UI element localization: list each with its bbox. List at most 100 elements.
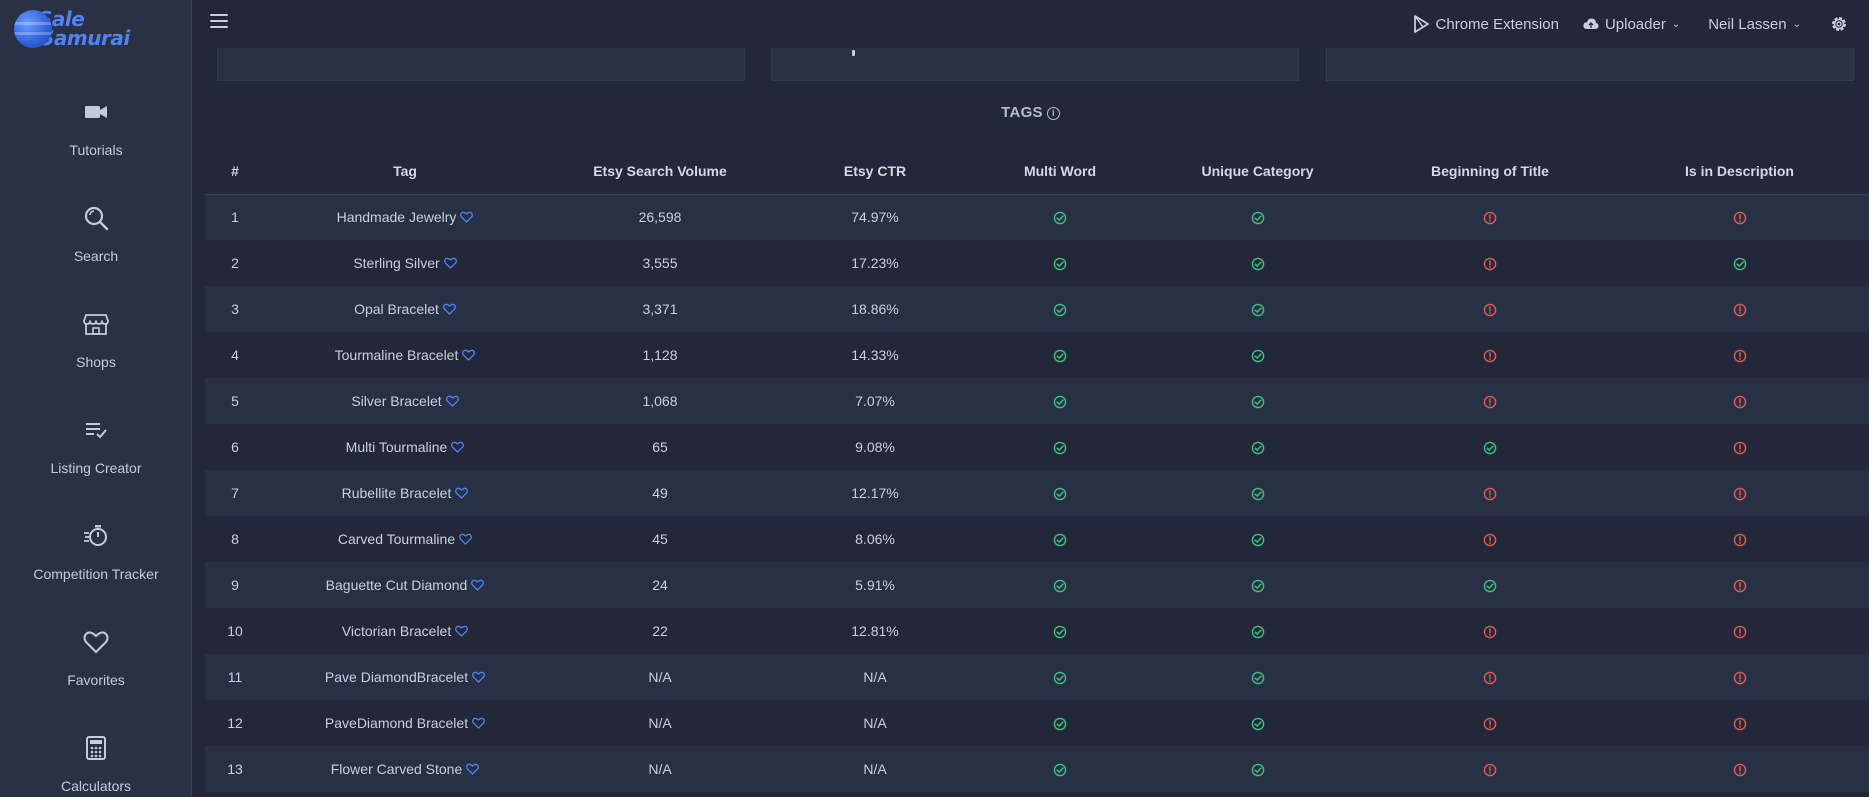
alert-circle-icon: [1483, 303, 1497, 317]
check-circle-icon: [1053, 579, 1067, 593]
favorite-heart-icon[interactable]: [443, 257, 457, 269]
tag-name[interactable]: Handmade Jewelry: [336, 209, 457, 226]
check-circle-icon: [1053, 441, 1067, 455]
tag-name[interactable]: Victorian Bracelet: [341, 623, 452, 639]
tag-cell: Multi Tourmaline: [265, 424, 545, 470]
table-row: 2 Sterling Silver 3,555 17.23%: [205, 240, 1869, 286]
beginning-of-title-cell: [1370, 654, 1610, 700]
column-header[interactable]: Beginning of Title: [1370, 148, 1610, 195]
tag-name[interactable]: Flower Carved Stone: [330, 761, 463, 777]
check-circle-icon: [1251, 533, 1264, 547]
column-header[interactable]: Unique Category: [1145, 148, 1370, 195]
row-number: 2: [205, 240, 265, 286]
check-circle-icon: [1053, 487, 1067, 501]
row-number: 13: [205, 746, 265, 792]
tag-name[interactable]: Silver Bracelet: [351, 393, 442, 409]
tag-name[interactable]: Baguette Cut Diamond: [325, 577, 468, 593]
multi-word-cell: [975, 194, 1145, 240]
favorite-heart-icon[interactable]: [472, 717, 486, 729]
favorite-heart-icon[interactable]: [466, 763, 480, 775]
search-volume-cell: 22: [545, 608, 775, 654]
check-circle-icon: [1053, 625, 1067, 639]
sidebar-item-search[interactable]: Search: [0, 196, 192, 302]
column-header[interactable]: Etsy Search Volume: [545, 148, 775, 195]
sidebar-item-favorites[interactable]: Favorites: [0, 620, 192, 726]
ctr-cell: 18.86%: [775, 286, 975, 332]
column-header[interactable]: Is in Description: [1610, 148, 1869, 195]
favorite-heart-icon[interactable]: [472, 671, 486, 683]
tag-name[interactable]: PaveDiamond Bracelet: [324, 715, 469, 731]
tag-name[interactable]: Pave DiamondBracelet: [324, 669, 469, 685]
settings-button[interactable]: [1829, 14, 1855, 34]
hamburger-menu-icon[interactable]: [210, 14, 228, 30]
favorite-heart-icon[interactable]: [445, 395, 459, 407]
favorite-heart-icon[interactable]: [455, 625, 469, 637]
tag-cell: Pave DiamondBracelet: [265, 654, 545, 700]
beginning-of-title-cell: [1370, 470, 1610, 516]
table-row: 8 Carved Tourmaline 45 8.06%: [205, 516, 1869, 562]
alert-circle-icon: [1733, 625, 1746, 639]
multi-word-cell: [975, 516, 1145, 562]
sale-samurai-logo[interactable]: Sale Samurai: [14, 5, 184, 53]
favorite-heart-icon[interactable]: [455, 487, 469, 499]
column-header[interactable]: Tag: [265, 148, 545, 195]
favorite-heart-icon[interactable]: [459, 533, 473, 545]
column-header[interactable]: #: [205, 148, 265, 195]
beginning-of-title-cell: [1370, 424, 1610, 470]
multi-word-cell: [975, 332, 1145, 378]
sidebar-item-listing-creator[interactable]: Listing Creator: [0, 408, 192, 514]
favorite-heart-icon[interactable]: [451, 441, 465, 453]
tag-name[interactable]: Rubellite Bracelet: [341, 485, 452, 501]
ctr-cell: 14.33%: [775, 332, 975, 378]
search-volume-cell: 1,128: [545, 332, 775, 378]
sidebar-item-competition-tracker[interactable]: Competition Tracker: [0, 514, 192, 620]
table-row: 10 Victorian Bracelet 22 12.81%: [205, 608, 1869, 654]
favorite-heart-icon[interactable]: [460, 211, 474, 223]
check-circle-icon: [1251, 487, 1264, 501]
tag-name[interactable]: Carved Tourmaline: [337, 531, 456, 547]
chrome-extension-link[interactable]: Chrome Extension: [1412, 15, 1559, 33]
alert-circle-icon: [1483, 625, 1497, 639]
search-volume-cell: 1,068: [545, 378, 775, 424]
summary-card: [771, 48, 1299, 81]
table-row: 1 Handmade Jewelry 26,598 74.97%: [205, 194, 1869, 240]
column-header[interactable]: Multi Word: [975, 148, 1145, 195]
multi-word-cell: [975, 286, 1145, 332]
unique-category-cell: [1145, 378, 1370, 424]
row-number: 5: [205, 378, 265, 424]
unique-category-cell: [1145, 424, 1370, 470]
uploader-dropdown[interactable]: Uploader ⌄: [1583, 16, 1680, 33]
tag-name[interactable]: Tourmaline Bracelet: [334, 347, 459, 363]
cloud-upload-icon: [1583, 18, 1599, 29]
favorite-heart-icon[interactable]: [462, 349, 476, 361]
in-description-cell: [1610, 562, 1869, 608]
in-description-cell: [1610, 470, 1869, 516]
check-circle-icon: [1251, 671, 1264, 685]
check-circle-icon: [1053, 533, 1067, 547]
summary-card: [217, 48, 745, 81]
column-header[interactable]: Etsy CTR: [775, 148, 975, 195]
alert-circle-icon: [1733, 533, 1746, 547]
tag-name[interactable]: Opal Bracelet: [354, 301, 439, 317]
ctr-cell: 12.81%: [775, 608, 975, 654]
sidebar-item-shops[interactable]: Shops: [0, 302, 192, 408]
tag-name[interactable]: Sterling Silver: [353, 255, 440, 271]
summary-card: [1326, 48, 1854, 81]
row-number: 1: [205, 194, 265, 240]
favorite-heart-icon[interactable]: [442, 303, 456, 315]
sidebar-item-tutorials[interactable]: Tutorials: [0, 90, 192, 196]
row-number: 9: [205, 562, 265, 608]
check-circle-icon: [1251, 303, 1264, 317]
row-number: 10: [205, 608, 265, 654]
list-check-icon: [86, 423, 107, 439]
info-icon[interactable]: i: [1046, 107, 1060, 120]
tag-name[interactable]: Multi Tourmaline: [345, 439, 448, 455]
in-description-cell: [1610, 286, 1869, 332]
alert-circle-icon: [1733, 671, 1746, 685]
calculator-icon: [86, 736, 106, 760]
favorite-heart-icon[interactable]: [471, 579, 485, 591]
user-menu-dropdown[interactable]: Neil Lassen ⌄: [1708, 16, 1801, 33]
tag-cell: Baguette Cut Diamond: [265, 562, 545, 608]
check-circle-icon: [1053, 257, 1067, 271]
sidebar-item-calculators[interactable]: Calculators: [0, 726, 192, 797]
